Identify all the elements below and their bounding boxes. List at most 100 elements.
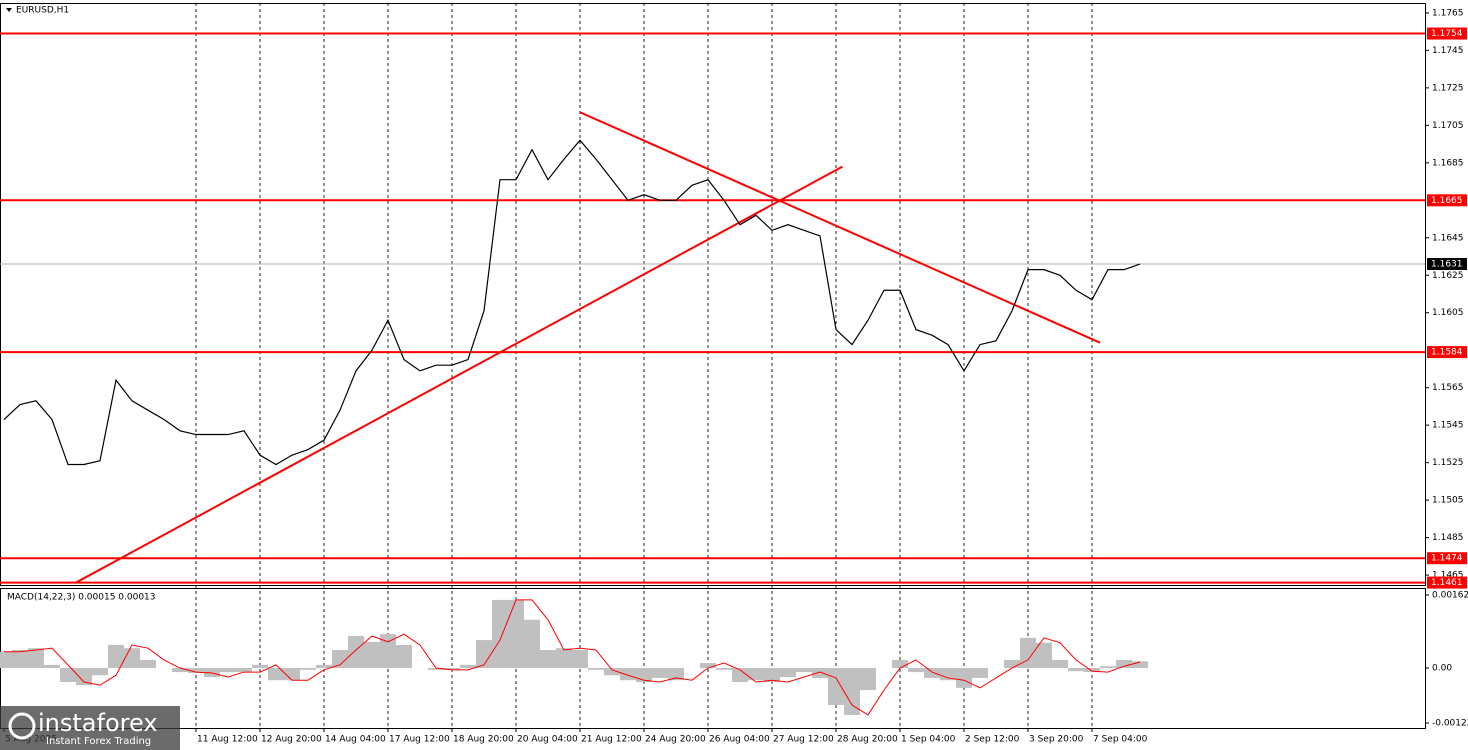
macd-bar: [748, 668, 764, 681]
x-tick-label: 18 Aug 20:00: [453, 735, 514, 745]
macd-bar: [1020, 637, 1036, 669]
y-tick-label: 1.1545: [1432, 421, 1464, 431]
macd-bar: [572, 649, 588, 669]
macd-bar: [188, 668, 204, 673]
y-tick-label: 0.00: [1432, 664, 1452, 674]
x-tick-label: 12 Aug 20:00: [261, 735, 322, 745]
level-label-box: [1427, 194, 1467, 207]
macd-title: MACD(14,22,3) 0.00015 0.00013: [7, 593, 156, 603]
macd-bar: [860, 668, 876, 691]
macd-bar: [332, 649, 348, 669]
y-tick-label: 1.1605: [1432, 308, 1464, 318]
macd-bar: [1052, 659, 1068, 669]
macd-bar: [268, 668, 284, 681]
y-tick-label: -0.00122: [1432, 719, 1468, 729]
grid-layer: [3, 3, 1429, 732]
macd-bar: [300, 668, 316, 670]
level-label-box: [1427, 27, 1467, 40]
macd-bar: [140, 659, 156, 669]
macd-bar: [28, 648, 44, 669]
y-tick-label: 1.1525: [1432, 458, 1464, 468]
y-tick-label: 1.1565: [1432, 383, 1464, 393]
y-tick-label: 1.1645: [1432, 233, 1464, 243]
macd-bar: [524, 619, 540, 669]
y-tick-label: 1.1685: [1432, 158, 1464, 168]
watermark-logo: [8, 712, 36, 740]
macd-bar: [364, 641, 380, 669]
macd-bar: [940, 668, 956, 681]
macd-bar: [780, 668, 796, 678]
macd-bar: [1116, 659, 1132, 669]
macd-bar: [556, 648, 572, 669]
macd-bar: [716, 668, 732, 670]
y-tick-label: 1.1745: [1432, 46, 1464, 56]
y-tick-label: 1.1625: [1432, 271, 1464, 281]
macd-bar: [604, 668, 620, 676]
y-tick-label: 1.1505: [1432, 496, 1464, 506]
level-label: 1.1665: [1431, 196, 1463, 206]
x-tick-label: 20 Aug 04:00: [517, 735, 578, 745]
chart-title: EURUSD,H1: [16, 6, 69, 16]
y-tick-label: 1.1765: [1432, 8, 1464, 18]
current-price-box: [1427, 258, 1467, 271]
macd-bar: [540, 649, 556, 669]
labels-layer: 1.1765 1.1745 1.1725 1.1705 1.1685 1.1645 1.16…: [5, 8, 1468, 744]
watermark-brand: instaforex: [38, 709, 158, 737]
current-price-label: 1.1631: [1431, 260, 1463, 270]
macd-bar: [844, 668, 860, 715]
y-tick-label: 1.1465: [1432, 571, 1464, 581]
macd-bar: [44, 664, 60, 669]
macd-bar: [588, 668, 604, 670]
macd-bar: [396, 645, 412, 669]
macd-bar: [764, 668, 780, 682]
macd-bar: [668, 668, 684, 681]
macd-bar: [476, 640, 492, 669]
trendline: [75, 165, 843, 584]
x-tick-label: 27 Aug 12:00: [773, 735, 834, 745]
marks-layer: [0, 32, 1425, 716]
macd-bar: [236, 668, 252, 673]
level-label: 1.1584: [1431, 348, 1463, 358]
macd-bar: [284, 668, 300, 681]
macd-bar: [892, 659, 908, 669]
macd-signal-line: [4, 599, 1141, 716]
x-tick-label: 3 Sep 20:00: [1029, 735, 1084, 745]
macd-bar: [828, 668, 844, 705]
macd-bar: [460, 664, 476, 669]
level-label-box: [1427, 552, 1467, 565]
macd-bar: [172, 668, 188, 673]
symbol-menu-arrow[interactable]: [6, 8, 12, 12]
price-line: [3, 139, 1141, 466]
y-tick-label: 1.1705: [1432, 121, 1464, 131]
macd-bar: [972, 668, 988, 678]
x-tick-label: 2 Sep 12:00: [965, 735, 1020, 745]
macd-bar: [492, 599, 508, 669]
macd-bar: [380, 634, 396, 669]
macd-bar: [812, 668, 828, 678]
x-tick-label: 21 Aug 12:00: [581, 735, 642, 745]
macd-bar: [908, 668, 924, 673]
macd-bar: [1004, 659, 1020, 669]
macd-bar: [108, 645, 124, 669]
macd-bar: [76, 668, 92, 686]
macd-bar: [796, 668, 812, 673]
macd-bar: [1084, 668, 1100, 673]
price-panel-frame: [0, 3, 1426, 586]
macd-bar: [1036, 642, 1052, 669]
macd-bar: [620, 668, 636, 681]
macd-bar: [1068, 668, 1084, 672]
macd-bar: [1132, 661, 1148, 669]
x-tick-label: 1 Sep 04:00: [901, 735, 956, 745]
macd-bar: [508, 599, 524, 669]
macd-bar: [652, 668, 668, 678]
x-tick-label: 17 Aug 12:00: [389, 735, 450, 745]
macd-bar: [444, 668, 460, 670]
macd-bar: [316, 664, 332, 669]
macd-bar: [0, 651, 12, 669]
macd-bar: [924, 668, 940, 678]
level-label: 1.1754: [1431, 29, 1463, 39]
macd-bar: [700, 663, 716, 669]
macd-bar: [956, 668, 972, 688]
x-tick-label: 26 Aug 04:00: [709, 735, 770, 745]
